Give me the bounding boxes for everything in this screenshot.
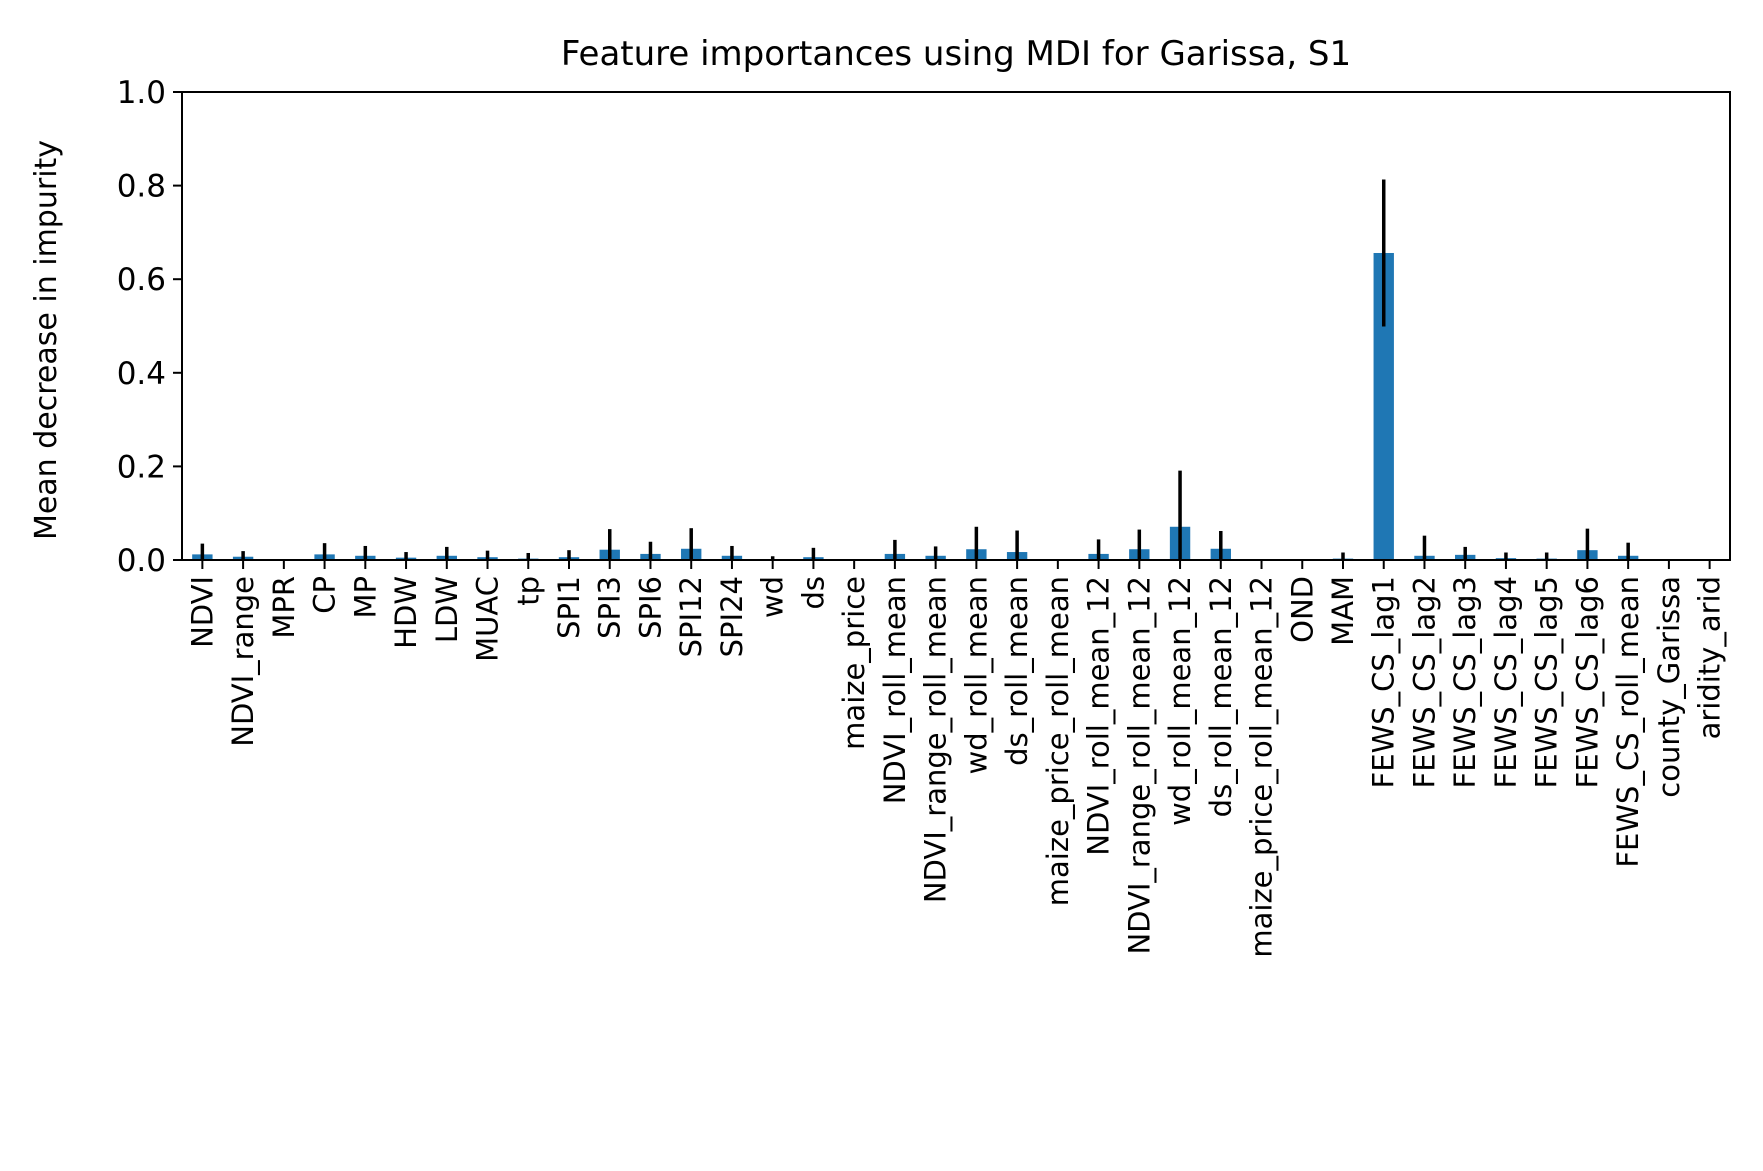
- x-tick-label: SPI3: [593, 576, 627, 639]
- x-tick-label: FEWS_CS_lag3: [1448, 576, 1482, 788]
- x-tick-label: MAM: [1326, 576, 1360, 646]
- y-tick-label: 1.0: [117, 75, 166, 111]
- x-tick-label: wd: [756, 576, 790, 618]
- y-tick-label: 0.2: [117, 449, 166, 485]
- x-tick-label: FEWS_CS_lag5: [1530, 576, 1564, 788]
- x-tick-label: MPR: [267, 576, 301, 639]
- x-tick-label: MUAC: [471, 576, 505, 662]
- x-tick-label: maize_price_roll_mean_12: [1245, 576, 1279, 958]
- x-tick-label: HDW: [389, 576, 423, 649]
- x-tick-label: SPI1: [552, 576, 586, 639]
- y-tick-label: 0.4: [117, 356, 166, 392]
- chart-title: Feature importances using MDI for Gariss…: [561, 34, 1351, 74]
- x-tick-label: NDVI: [185, 576, 219, 648]
- x-tick-label: wd_roll_mean: [959, 576, 993, 775]
- y-tick-label: 0.0: [117, 543, 166, 579]
- bar-series: [192, 252, 1639, 560]
- x-tick-label: aridity_arid: [1693, 576, 1727, 739]
- x-tick-label: NDVI_roll_mean: [878, 576, 912, 804]
- x-tick-label: FEWS_CS_lag4: [1489, 576, 1523, 788]
- x-tick-label: FEWS_CS_roll_mean: [1611, 576, 1645, 868]
- x-tick-label: county_Garissa: [1652, 576, 1686, 798]
- x-tick-label: ds_roll_mean_12: [1204, 576, 1238, 817]
- x-tick-label: SPI12: [674, 576, 708, 657]
- x-tick-label: MP: [348, 576, 382, 619]
- error-bars: [200, 179, 1630, 560]
- x-tick-label: NDVI_roll_mean_12: [1082, 576, 1116, 856]
- x-tick-label: FEWS_CS_lag2: [1407, 576, 1441, 788]
- x-tick-label: maize_price_roll_mean: [1041, 576, 1075, 906]
- x-tick-label: OND: [1285, 576, 1319, 643]
- x-tick-label: ds: [796, 576, 830, 610]
- x-tick-label: wd_roll_mean_12: [1163, 576, 1197, 826]
- x-tick-label: ds_roll_mean: [1000, 576, 1034, 766]
- x-tick-label: FEWS_CS_lag1: [1367, 576, 1401, 788]
- plot-frame: [181, 91, 1731, 561]
- x-tick-label: LDW: [430, 576, 464, 643]
- y-tick-label: 0.6: [117, 262, 166, 298]
- bar: [1373, 252, 1394, 560]
- x-tick-label: CP: [308, 576, 342, 614]
- y-axis-label: Mean decrease in impurity: [29, 140, 64, 540]
- x-tick-label: SPI6: [633, 576, 667, 639]
- x-tick-label: NDVI_range_roll_mean: [919, 576, 953, 903]
- x-tick-label: tp: [511, 576, 545, 606]
- y-tick-label: 0.8: [117, 169, 166, 205]
- x-tick-label: SPI24: [715, 576, 749, 657]
- x-tick-label: NDVI_range: [226, 576, 260, 747]
- x-axis: NDVI NDVI_range MPR CP MP HDW LDW MUAC tp SPI1 SPI…: [185, 560, 1727, 958]
- x-tick-label: FEWS_CS_lag6: [1570, 576, 1604, 788]
- y-axis: 0.0 0.2 0.4 0.6 0.8 1.0: [117, 75, 182, 579]
- x-tick-label: NDVI_range_roll_mean_12: [1122, 576, 1156, 955]
- x-tick-label: maize_price: [837, 576, 871, 750]
